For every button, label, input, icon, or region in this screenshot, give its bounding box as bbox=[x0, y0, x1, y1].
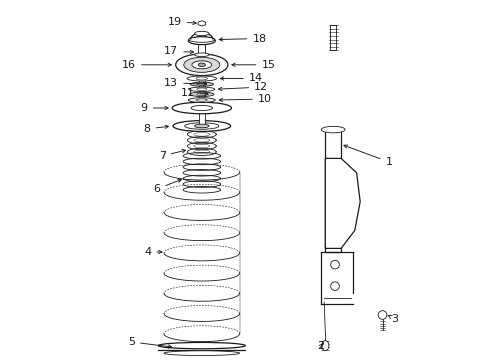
Ellipse shape bbox=[197, 83, 206, 85]
Ellipse shape bbox=[195, 124, 209, 128]
Text: 13: 13 bbox=[164, 78, 207, 88]
Ellipse shape bbox=[198, 63, 205, 67]
Polygon shape bbox=[198, 21, 205, 26]
Ellipse shape bbox=[195, 53, 209, 57]
Polygon shape bbox=[325, 158, 360, 248]
Ellipse shape bbox=[197, 93, 207, 96]
Text: 7: 7 bbox=[159, 149, 186, 161]
Circle shape bbox=[378, 311, 387, 319]
Ellipse shape bbox=[196, 77, 208, 80]
Ellipse shape bbox=[197, 88, 207, 91]
Ellipse shape bbox=[173, 121, 231, 131]
Ellipse shape bbox=[190, 82, 214, 86]
Text: 14: 14 bbox=[220, 73, 263, 84]
Text: 16: 16 bbox=[122, 60, 172, 70]
Ellipse shape bbox=[188, 37, 215, 45]
Text: 2: 2 bbox=[317, 341, 324, 351]
Ellipse shape bbox=[321, 341, 329, 351]
Text: 3: 3 bbox=[388, 314, 398, 324]
Text: 11: 11 bbox=[180, 88, 208, 98]
Ellipse shape bbox=[188, 98, 215, 102]
Ellipse shape bbox=[185, 123, 219, 129]
Ellipse shape bbox=[189, 37, 215, 42]
Text: 10: 10 bbox=[219, 94, 272, 104]
Text: 4: 4 bbox=[144, 247, 162, 257]
Bar bbox=[198, 40, 205, 55]
Text: 18: 18 bbox=[219, 33, 267, 44]
Ellipse shape bbox=[164, 351, 240, 356]
Circle shape bbox=[331, 260, 339, 269]
Ellipse shape bbox=[158, 342, 245, 349]
Bar bbox=[330, 25, 336, 50]
Ellipse shape bbox=[192, 61, 212, 69]
Ellipse shape bbox=[195, 31, 209, 36]
Ellipse shape bbox=[321, 126, 345, 133]
Ellipse shape bbox=[196, 99, 207, 102]
Bar bbox=[198, 31, 205, 127]
Text: 6: 6 bbox=[153, 179, 181, 194]
Text: 8: 8 bbox=[144, 124, 169, 134]
Ellipse shape bbox=[190, 92, 214, 96]
Text: 5: 5 bbox=[128, 337, 172, 348]
Text: 19: 19 bbox=[168, 17, 196, 27]
Text: 12: 12 bbox=[219, 82, 268, 92]
Text: 9: 9 bbox=[141, 103, 168, 113]
Bar bbox=[325, 130, 341, 252]
Ellipse shape bbox=[189, 87, 215, 91]
Text: 17: 17 bbox=[164, 46, 194, 57]
Text: 1: 1 bbox=[344, 145, 392, 167]
Circle shape bbox=[331, 282, 339, 291]
Text: 15: 15 bbox=[232, 60, 275, 70]
Ellipse shape bbox=[172, 102, 231, 114]
Ellipse shape bbox=[187, 76, 217, 81]
Ellipse shape bbox=[184, 57, 220, 72]
Ellipse shape bbox=[176, 54, 228, 76]
Ellipse shape bbox=[191, 105, 213, 111]
